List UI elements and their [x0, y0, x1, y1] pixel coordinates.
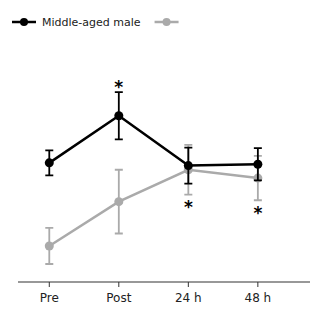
series [45, 92, 263, 183]
x-tick-label: Pre [40, 291, 59, 305]
line [49, 170, 258, 246]
legend: Middle-aged male [12, 16, 179, 29]
legend-label: Middle-aged male [42, 16, 141, 29]
x-tick [49, 282, 50, 287]
x-tick-label: 24 h [175, 291, 202, 305]
error-bar [45, 228, 53, 264]
error-bar [45, 150, 53, 175]
error-bar [115, 170, 123, 234]
error-bar [184, 148, 192, 184]
annotation: * [253, 203, 262, 223]
marker [114, 197, 123, 206]
marker [45, 241, 54, 250]
line [49, 116, 258, 166]
chart: Pre Post 24 h 48 h * * * Middle-aged male [0, 0, 320, 320]
x-tick [118, 282, 119, 287]
marker [114, 111, 123, 120]
x-tick [257, 282, 258, 287]
plot-area [45, 92, 263, 264]
x-tick-label: Post [106, 291, 131, 305]
legend-marker [163, 18, 171, 26]
error-bar [254, 148, 262, 180]
annotation: * [114, 77, 123, 97]
annotation: * [184, 197, 193, 217]
error-bar [115, 92, 123, 139]
x-tick [188, 282, 189, 287]
marker [184, 161, 193, 170]
legend-marker [20, 18, 28, 26]
series [45, 145, 263, 264]
x-axis [18, 281, 310, 282]
error-bar [184, 145, 192, 195]
marker [45, 158, 54, 167]
marker [253, 160, 262, 169]
x-tick-label: 48 h [245, 291, 272, 305]
